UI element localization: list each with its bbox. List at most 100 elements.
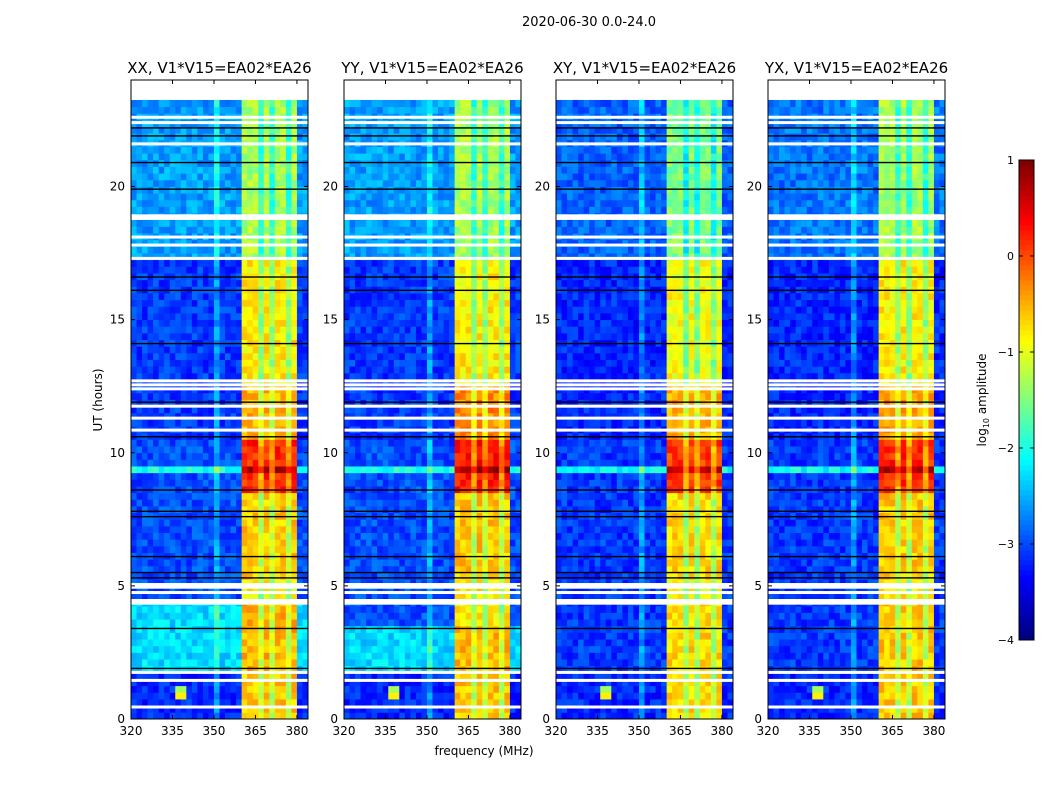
heatmap-cell xyxy=(269,326,276,334)
heatmap-cell xyxy=(515,366,522,374)
heatmap-cell xyxy=(432,366,439,374)
heatmap-cell xyxy=(230,659,237,667)
heatmap-cell xyxy=(460,519,467,527)
heatmap-cell xyxy=(142,352,148,360)
heatmap-cell xyxy=(230,412,237,420)
heatmap-cell xyxy=(225,672,231,680)
heatmap-cell xyxy=(280,166,287,174)
heatmap-cell xyxy=(399,366,406,374)
heatmap-cell xyxy=(136,319,143,327)
heatmap-cell xyxy=(180,439,187,447)
heatmap-cell xyxy=(432,679,439,687)
heatmap-cell xyxy=(197,299,204,307)
heatmap-cell xyxy=(208,186,215,194)
heatmap-cell xyxy=(202,266,209,274)
heatmap-cell xyxy=(169,519,176,527)
heatmap-cell xyxy=(382,685,389,693)
heatmap-cell xyxy=(274,332,281,340)
heatmap-cell xyxy=(371,392,378,400)
heatmap-cell xyxy=(296,332,303,340)
heatmap-cell xyxy=(493,692,500,700)
heatmap-cell xyxy=(158,452,165,460)
heatmap-cell xyxy=(208,712,215,720)
heatmap-cell xyxy=(136,679,143,687)
heatmap-cell xyxy=(230,685,237,693)
heatmap-cell xyxy=(388,472,395,480)
heatmap-cell xyxy=(230,306,237,314)
heatmap-cell xyxy=(241,319,248,327)
heatmap-cell xyxy=(241,585,248,593)
heatmap-cell xyxy=(443,352,450,360)
heatmap-cell xyxy=(236,146,243,154)
heatmap-cell xyxy=(230,712,237,720)
heatmap-cell xyxy=(471,419,478,427)
heatmap-cell xyxy=(236,532,243,540)
heatmap-cell xyxy=(252,206,259,214)
heatmap-cell xyxy=(241,659,248,667)
heatmap-cell xyxy=(504,419,511,427)
heatmap-cell xyxy=(153,372,160,380)
heatmap-cell xyxy=(164,712,171,720)
heatmap-cell xyxy=(236,372,243,380)
heatmap-cell xyxy=(280,665,287,673)
heatmap-cell xyxy=(438,352,444,360)
heatmap-cell xyxy=(247,259,254,267)
heatmap-cell xyxy=(258,579,265,587)
heatmap-cell xyxy=(509,605,516,613)
heatmap-cell xyxy=(230,645,237,653)
heatmap-cell xyxy=(426,692,433,700)
heatmap-cell xyxy=(269,379,276,387)
heatmap-cell xyxy=(131,319,137,327)
heatmap-cell xyxy=(186,279,193,287)
heatmap-cell xyxy=(465,406,472,414)
heatmap-cell xyxy=(202,366,209,374)
heatmap-cell xyxy=(241,99,248,108)
heatmap-cell xyxy=(355,612,361,620)
heatmap-cell xyxy=(180,266,187,274)
heatmap-cell xyxy=(377,326,384,334)
heatmap-cell xyxy=(169,332,176,340)
heatmap-cell xyxy=(236,326,243,334)
heatmap-cell xyxy=(175,479,182,487)
heatmap-cell xyxy=(404,346,411,354)
heatmap-cell xyxy=(131,179,137,187)
heatmap-cell xyxy=(504,352,511,360)
heatmap-cell xyxy=(191,525,198,534)
heatmap-cell xyxy=(258,499,265,507)
heatmap-cell xyxy=(252,692,259,700)
heatmap-cell xyxy=(465,312,472,321)
heatmap-cell xyxy=(476,645,483,653)
heatmap-cell xyxy=(180,399,187,407)
heatmap-cell xyxy=(236,659,243,667)
heatmap-cell xyxy=(454,412,461,420)
heatmap-cell xyxy=(302,326,309,334)
heatmap-cell xyxy=(147,359,154,367)
heatmap-cell xyxy=(169,359,176,367)
heatmap-cell xyxy=(158,645,165,653)
heatmap-cell xyxy=(142,579,148,587)
heatmap-cell xyxy=(274,293,281,301)
heatmap-cell xyxy=(493,406,500,414)
heatmap-cell xyxy=(147,399,154,407)
heatmap-cell xyxy=(197,253,204,261)
heatmap-cell xyxy=(186,266,193,274)
heatmap-cell xyxy=(366,705,373,713)
heatmap-cell xyxy=(202,659,209,667)
heatmap-cell xyxy=(263,366,270,374)
heatmap-cell xyxy=(454,565,461,573)
heatmap-cell xyxy=(366,659,373,667)
heatmap-cell xyxy=(349,412,356,420)
heatmap-cell xyxy=(426,359,433,367)
heatmap-cell xyxy=(291,585,298,593)
heatmap-cell xyxy=(432,479,439,487)
heatmap-cell xyxy=(158,579,165,587)
heatmap-cell xyxy=(142,572,148,580)
heatmap-cell xyxy=(285,359,292,367)
heatmap-cell xyxy=(136,639,143,647)
heatmap-cell xyxy=(225,126,231,134)
heatmap-cell xyxy=(136,306,143,314)
heatmap-cell xyxy=(296,519,303,527)
heatmap-cell xyxy=(371,699,378,707)
heatmap-cell xyxy=(349,419,356,427)
